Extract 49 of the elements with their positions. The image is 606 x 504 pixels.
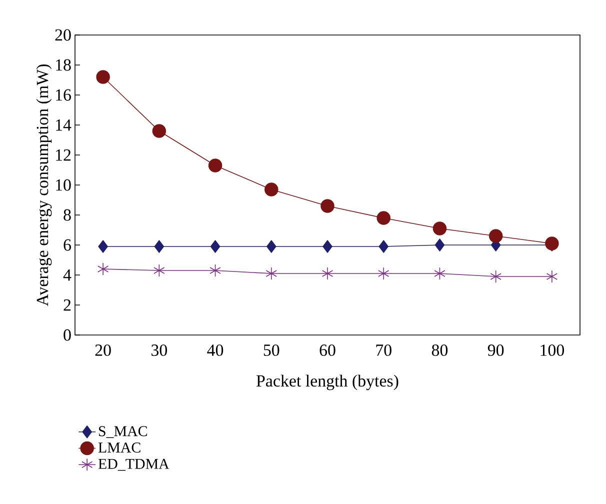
point [320, 199, 334, 213]
y-tick-label: 20 [55, 29, 71, 41]
point [97, 262, 109, 276]
point [432, 222, 447, 236]
legend-label: ED_TDMA [98, 458, 170, 471]
point [264, 182, 278, 196]
point [378, 267, 390, 280]
x-tick-label: 40 [207, 344, 224, 356]
y-tick-label: 10 [56, 179, 71, 191]
point [266, 240, 276, 253]
point [376, 211, 390, 225]
y-tick-label: 0 [64, 329, 71, 341]
x-tick-label: 90 [488, 344, 504, 356]
point [154, 264, 165, 277]
x-tick-label: 30 [152, 344, 167, 356]
point [154, 240, 164, 253]
point [98, 240, 108, 253]
y-tick-label: 18 [56, 59, 71, 71]
x-tick-label: 20 [95, 344, 111, 356]
point [208, 158, 222, 172]
legend-label: S_MAC [98, 426, 147, 438]
point [210, 264, 221, 277]
point [434, 267, 446, 280]
x-tick-label: 100 [540, 344, 564, 356]
y-tick-label: 8 [64, 209, 71, 221]
point [488, 229, 503, 243]
point [434, 238, 445, 252]
y-tick-label: 12 [56, 149, 71, 161]
point [546, 270, 558, 283]
point [322, 267, 334, 280]
x-tick-label: 80 [432, 344, 448, 356]
point [266, 267, 277, 280]
y-tick-label: 14 [56, 119, 72, 131]
y-tick-label: 4 [63, 269, 72, 281]
y-tick-label: 16 [56, 89, 71, 101]
x-tick-label: 60 [320, 344, 336, 356]
point [378, 240, 388, 253]
point [322, 240, 332, 253]
legend-label: LMAC [98, 442, 140, 453]
x-tick-label: 50 [264, 344, 280, 356]
point [96, 70, 110, 84]
y-axis-title: Average energy consumption (mW) [36, 64, 52, 306]
point [210, 240, 220, 253]
point [152, 124, 166, 138]
y-tick-label: 6 [64, 239, 71, 251]
y-tick-label: 2 [64, 299, 71, 311]
x-tick-label: 70 [376, 344, 392, 356]
x-axis-title: Packet length (bytes) [256, 374, 398, 390]
point [490, 270, 502, 283]
